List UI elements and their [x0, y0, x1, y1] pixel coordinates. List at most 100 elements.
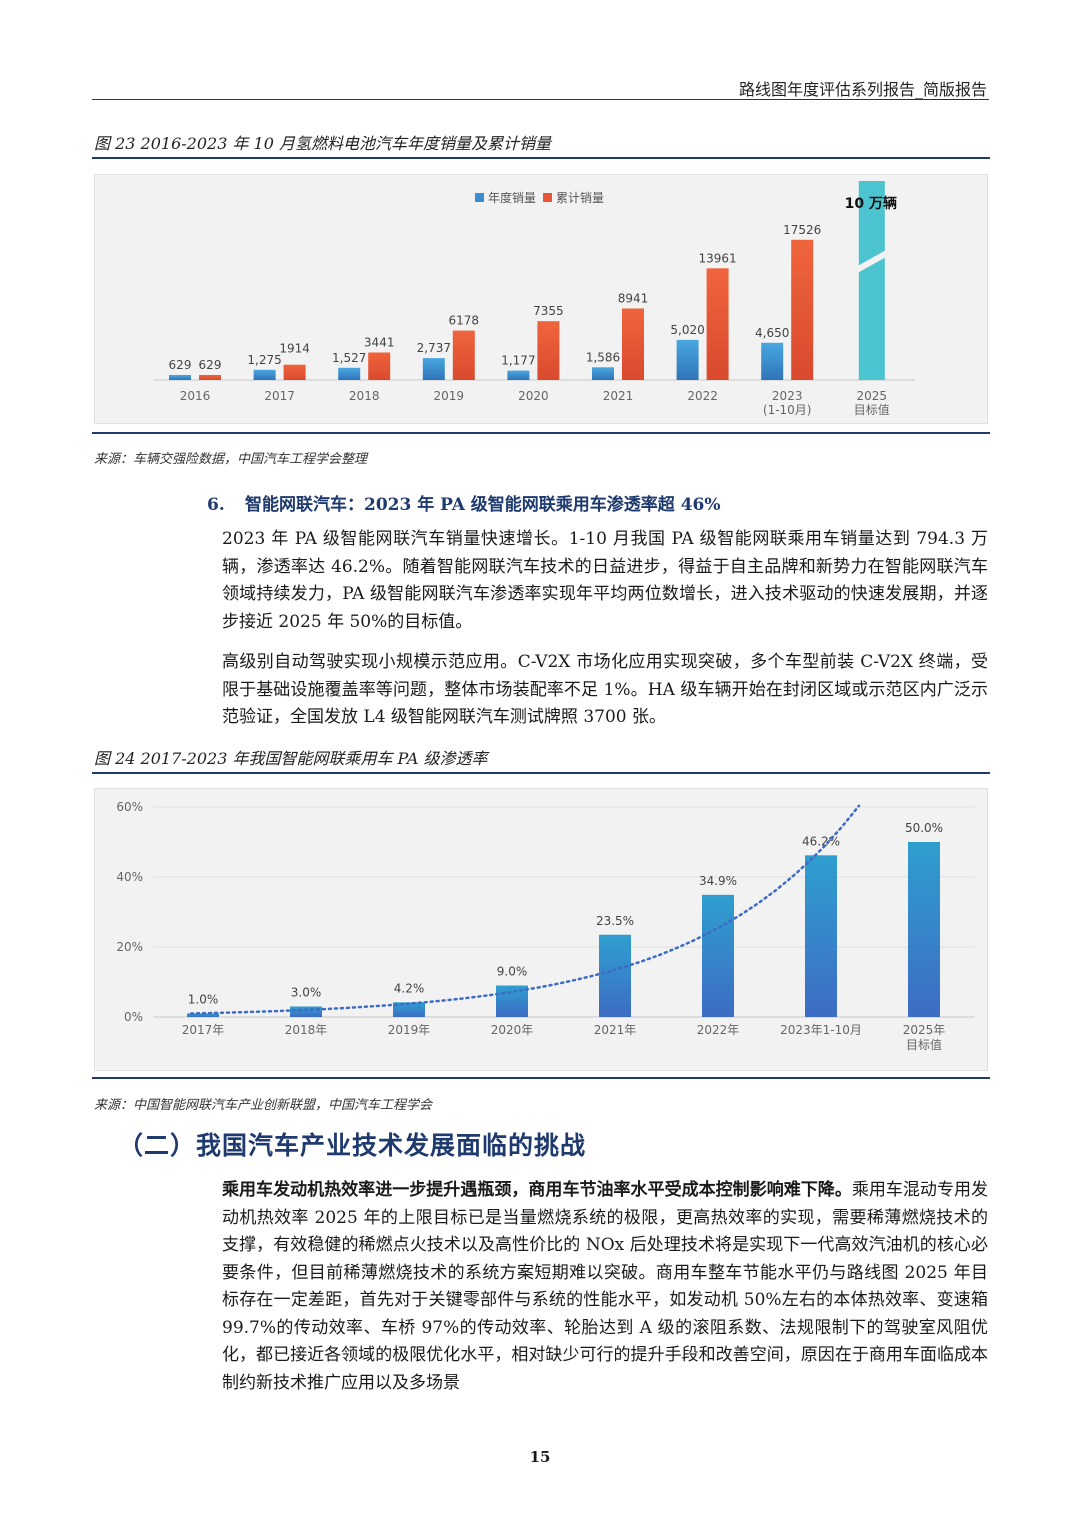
- section-2-heading: （二）我国汽车产业技术发展面临的挑战: [118, 1131, 587, 1160]
- chart2-ytick-label: 40%: [116, 870, 143, 884]
- legend-label-annual: 年度销量: [488, 190, 536, 205]
- chart2-category-label: 2020年: [491, 1023, 534, 1037]
- figure-23-bottom-rule: [92, 432, 990, 434]
- chart1-label-annual: 1,177: [501, 354, 535, 368]
- chart2-trendline: [189, 804, 861, 1015]
- chart1-category-label: 2016: [180, 389, 211, 403]
- legend-swatch-cumulative: [543, 193, 552, 202]
- chart2-ytick-label: 60%: [116, 800, 143, 814]
- figure-24-top-rule: [92, 772, 990, 774]
- chart1-bar-cumulative: [452, 330, 475, 380]
- chart1-label-cumulative: 3441: [364, 335, 395, 349]
- chart1-category-label: 2023: [772, 389, 803, 403]
- chart1-bar-annual: [592, 367, 614, 380]
- chart2-value-label: 23.5%: [596, 914, 634, 928]
- chart1-target-bar-fill: [858, 181, 885, 380]
- page-number: 15: [529, 1448, 551, 1466]
- chart2-category-label: 2021年: [594, 1023, 637, 1037]
- section-6-title: 智能网联汽车：2023 年 PA 级智能网联乘用车渗透率超 46%: [245, 495, 721, 515]
- figure-23-caption: 图 23 2016-2023 年 10 月氢燃料电池汽车年度销量及累计销量: [94, 134, 551, 153]
- chart1-label-annual: 629: [169, 358, 192, 372]
- chart1-label-annual: 1,275: [247, 353, 281, 367]
- chart2-bar: [393, 1002, 425, 1017]
- chart2-value-label: 50.0%: [905, 821, 943, 835]
- paragraph-1: 2023 年 PA 级智能网联汽车销量快速增长。1-10 月我国 PA 级智能网…: [222, 529, 988, 632]
- chart2-value-label: 4.2%: [394, 981, 425, 995]
- chart2-category-label: 2025年: [903, 1023, 946, 1037]
- chart1-bar-annual: [253, 369, 276, 380]
- chart1-label-annual: 2,737: [417, 341, 451, 355]
- chart1-legend: 年度销量 累计销量: [475, 190, 604, 205]
- paragraph-3: 乘用车发动机热效率进一步提升遇瓶颈，商用车节油率水平受成本控制影响难下降。乘用车…: [222, 1177, 988, 1397]
- chart1-target-label: 10 万辆: [845, 195, 897, 212]
- chart1-category-label: 2025: [857, 389, 888, 403]
- figure-23-chart: 年度销量 累计销量 629 629 2016 1,275 1914 2017 1,527 3441…: [94, 174, 988, 424]
- chart2-category-label: 2017年: [182, 1023, 225, 1037]
- chart1-bar-annual: [507, 370, 530, 380]
- figure-24-bottom-rule: [92, 1077, 990, 1079]
- chart2-value-label: 9.0%: [497, 965, 528, 979]
- figure-24-caption: 图 24 2017-2023 年我国智能网联乘用车 PA 级渗透率: [94, 749, 488, 768]
- chart1-label-cumulative: 6178: [449, 314, 480, 328]
- chart1-category-label: 2017: [264, 389, 295, 403]
- legend-swatch-annual: [475, 193, 484, 202]
- chart1-bar-cumulative: [622, 308, 644, 380]
- chart2-category-label: 目标值: [906, 1037, 942, 1052]
- chart1-label-cumulative: 629: [199, 358, 222, 372]
- chart2-bar: [702, 894, 734, 1017]
- chart1-label-cumulative: 17526: [783, 223, 821, 237]
- chart2-value-label: 1.0%: [188, 993, 219, 1007]
- chart1-label-annual: 1,586: [586, 350, 620, 364]
- chart2-category-label: 2023年1-10月: [780, 1023, 862, 1037]
- chart1-label-annual: 5,020: [670, 323, 704, 337]
- chart2-category-label: 2018年: [285, 1023, 328, 1037]
- chart2-bar: [805, 855, 837, 1017]
- chart1-axis-break: [855, 249, 888, 274]
- page-header: 路线图年度评估系列报告_简版报告: [92, 76, 989, 100]
- chart1-category-label: 2020: [518, 389, 549, 403]
- figure-24-source: 来源：中国智能网联汽车产业创新联盟，中国汽车工程学会: [94, 1098, 433, 1113]
- legend-label-cumulative: 累计销量: [556, 191, 604, 205]
- chart2-bar: [187, 1013, 219, 1017]
- chart1-bar-cumulative: [706, 268, 729, 380]
- chart2-ytick-label: 20%: [116, 940, 143, 954]
- section-6-number: 6.: [207, 495, 225, 515]
- chart1-label-cumulative: 7355: [533, 304, 564, 318]
- chart2-bar: [908, 842, 940, 1017]
- chart2-value-label: 3.0%: [291, 986, 322, 1000]
- chart1-target-bar: [855, 181, 888, 380]
- chart2-bar: [496, 985, 528, 1017]
- chart2-category-label: 2019年: [388, 1023, 431, 1037]
- figure-23-top-rule: [92, 157, 990, 159]
- chart1-bar-cumulative: [537, 321, 560, 380]
- chart2-ytick-label: 0%: [124, 1010, 143, 1024]
- chart1-label-cumulative: 8941: [618, 291, 649, 305]
- chart2-bar: [290, 1006, 322, 1017]
- chart1-bar-annual: [761, 342, 784, 380]
- chart1-bar-annual: [422, 358, 445, 380]
- chart1-label-annual: 1,527: [332, 351, 366, 365]
- chart1-label-cumulative: 13961: [699, 251, 737, 265]
- chart1-category-label: 2019: [434, 389, 465, 403]
- chart1-category-label: 2022: [687, 389, 718, 403]
- chart2-bar: [599, 934, 631, 1017]
- chart1-category-label: 目标值: [854, 402, 890, 417]
- chart1-category-label: 2021: [603, 389, 634, 403]
- chart2-category-label: 2022年: [697, 1023, 740, 1037]
- section-6-heading: 6. 智能网联汽车：2023 年 PA 级智能网联乘用车渗透率超 46%: [207, 490, 721, 515]
- chart2-value-label: 34.9%: [699, 874, 737, 888]
- paragraph-2: 高级别自动驾驶实现小规模示范应用。C-V2X 市场化应用实现突破，多个车型前装 …: [222, 652, 988, 727]
- chart1-bar-annual: [169, 374, 191, 380]
- chart1-bar-cumulative: [199, 374, 221, 380]
- chart1-category-label: (1-10月): [763, 403, 812, 417]
- paragraph-3-lead: 乘用车发动机热效率进一步提升遇瓶颈，商用车节油率水平受成本控制影响难下降。: [222, 1180, 852, 1200]
- chart1-bar-cumulative: [791, 239, 814, 380]
- chart1-bar-cumulative: [283, 364, 306, 380]
- chart1-bar-annual: [676, 339, 699, 380]
- figure-24-chart: 0% 20% 40% 60% 1.0% 2017年 3.0% 2018年 4.2% 2019年 9.…: [94, 788, 988, 1071]
- chart2-value-label: 46.2%: [802, 834, 840, 848]
- paragraph-3-body: 乘用车混动专用发动机热效率 2025 年的上限目标已是当量燃烧系统的极限，更高热…: [222, 1180, 989, 1393]
- chart1-bar-cumulative: [368, 352, 391, 380]
- figure-24-svg: 0% 20% 40% 60% 1.0% 2017年 3.0% 2018年 4.2% 2019年 9.…: [116, 800, 975, 1052]
